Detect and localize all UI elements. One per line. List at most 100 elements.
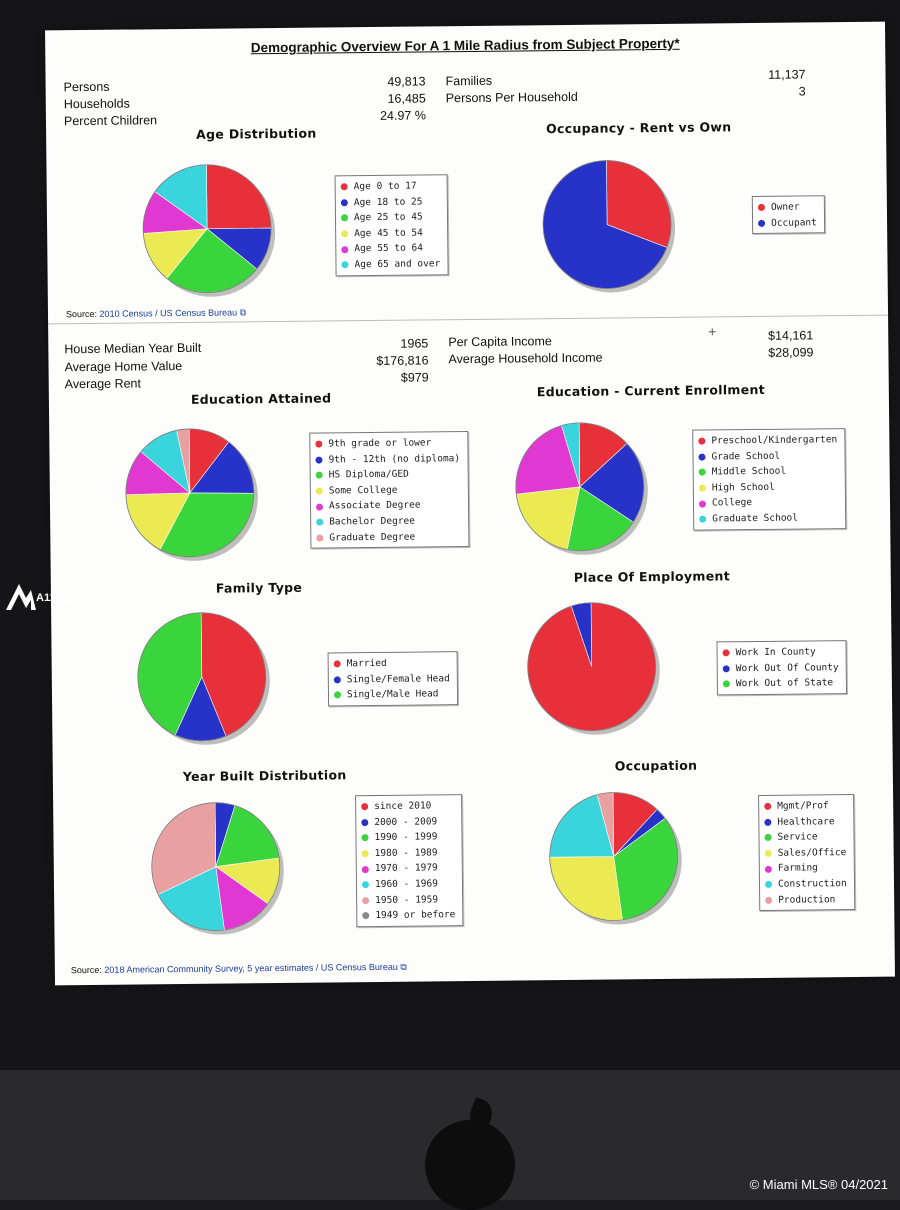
age-distribution-pie — [142, 164, 276, 297]
legend-label: Age 0 to 17 — [353, 180, 417, 193]
legend-label: Production — [778, 893, 836, 906]
legend-label: Middle School — [711, 465, 787, 478]
place-of-employment-legend: Work In County Work Out Of County Work Out… — [716, 640, 847, 696]
legend-label: since 2010 — [374, 800, 432, 813]
legend-item: Grade School — [698, 448, 837, 465]
chart-title: Education - Current Enrollment — [536, 381, 766, 400]
legend-item: Age 55 to 64 — [341, 241, 440, 258]
pie-slice-age-0-to-17 — [206, 164, 272, 230]
stat-value: 3 — [798, 84, 806, 99]
legend-label: Work Out of State — [735, 677, 834, 690]
chart-title: Age Distribution — [196, 125, 317, 142]
legend-item: Farming — [764, 860, 847, 876]
legend-item: 1990 - 1999 — [361, 829, 454, 846]
legend-label: Bachelor Degree — [329, 515, 416, 528]
stat-value: $176,816 — [376, 353, 429, 368]
legend-label: Work Out Of County — [735, 661, 839, 674]
report-screen: Demographic Overview For A 1 Mile Radius… — [45, 21, 895, 986]
legend-label: Single/Female Head — [346, 672, 450, 685]
legend-swatch-icon — [757, 204, 765, 212]
stat-value: 1965 — [400, 336, 429, 351]
legend-swatch-icon — [341, 261, 349, 269]
legend-item: 1960 - 1969 — [361, 876, 455, 893]
source-prefix: Source: — [65, 308, 100, 320]
legend-label: Married — [346, 657, 387, 670]
legend-swatch-icon — [698, 469, 706, 477]
legend-swatch-icon — [315, 472, 323, 480]
legend-item: Graduate School — [699, 510, 838, 527]
legend-label: 1949 or before — [375, 909, 456, 922]
legend-label: 1950 - 1959 — [375, 893, 439, 906]
stat-label: Per Capita Income — [448, 334, 552, 350]
legend-swatch-icon — [315, 487, 323, 495]
legend-swatch-icon — [698, 453, 706, 461]
legend-item: 2000 - 2009 — [361, 814, 454, 831]
legend-label: HS Diploma/GED — [328, 468, 409, 481]
legend-label: Grade School — [711, 450, 781, 463]
stat-value: 49,813 — [387, 74, 426, 89]
stat-value: 11,137 — [768, 67, 806, 82]
legend-swatch-icon — [722, 680, 730, 688]
source-link[interactable]: 2010 Census / US Census Bureau — [99, 307, 238, 319]
legend-label: 1970 - 1979 — [374, 862, 438, 875]
occupation-pie — [549, 792, 682, 925]
legend-swatch-icon — [333, 691, 342, 699]
legend-swatch-icon — [316, 534, 324, 542]
legend-item: Single/Female Head — [333, 671, 450, 688]
pie-outline — [527, 602, 657, 732]
family-type-legend: Married Single/Female Head Single/Male Hea… — [327, 651, 459, 707]
legend-swatch-icon — [315, 503, 324, 511]
stat-label: Average Home Value — [64, 359, 183, 375]
legend-item: Construction — [764, 876, 847, 892]
legend-swatch-icon — [764, 849, 772, 858]
legend-item: since 2010 — [361, 798, 454, 815]
legend-item: Work In County — [722, 644, 838, 661]
source-note: Source: 2018 American Community Survey, … — [71, 962, 407, 977]
education-enrollment-legend: Preschool/Kindergarten Grade School Middle… — [692, 428, 847, 531]
legend-item: Single/Male Head — [333, 686, 450, 703]
legend-swatch-icon — [361, 834, 369, 842]
legend-label: Age 18 to 25 — [353, 196, 423, 208]
external-link-icon[interactable]: ⧉ — [400, 961, 407, 972]
legend-swatch-icon — [361, 881, 370, 889]
source-link[interactable]: 2018 American Community Survey, 5 year e… — [104, 961, 398, 975]
legend-item: Occupant — [758, 215, 817, 231]
legend-swatch-icon — [341, 230, 349, 238]
legend-swatch-icon — [341, 245, 349, 254]
legend-swatch-icon — [764, 803, 772, 811]
legend-item: Sales/Office — [764, 845, 847, 861]
legend-label: Farming — [777, 862, 818, 875]
legend-item: Age 18 to 25 — [340, 194, 440, 211]
legend-swatch-icon — [362, 896, 370, 905]
pie-slice-sales-office — [549, 856, 623, 921]
legend-item: Age 45 to 54 — [341, 225, 440, 242]
legend-item: Married — [333, 655, 450, 672]
legend-item: Work Out of State — [722, 675, 839, 692]
place-of-employment-pie — [527, 602, 660, 735]
education-attained-pie — [125, 428, 258, 561]
legend-swatch-icon — [315, 456, 323, 464]
copyright-watermark: © Miami MLS® 04/2021 — [749, 1177, 888, 1192]
legend-label: Some College — [328, 484, 398, 497]
legend-swatch-icon — [361, 818, 369, 827]
legend-label: Occupant — [771, 216, 817, 229]
stat-value: $979 — [400, 370, 429, 385]
legend-label: Age 55 to 64 — [354, 242, 424, 255]
legend-label: 1990 - 1999 — [374, 831, 438, 844]
legend-label: Associate Degree — [328, 499, 421, 512]
occupancy-legend: Owner Occupant — [751, 195, 825, 235]
legend-swatch-icon — [764, 818, 772, 826]
legend-swatch-icon — [333, 660, 341, 668]
legend-swatch-icon — [315, 440, 323, 448]
legend-label: 2000 - 2009 — [374, 815, 438, 828]
legend-swatch-icon — [340, 214, 349, 222]
legend-label: Healthcare — [777, 815, 835, 828]
stat-label: Average Rent — [64, 376, 142, 392]
stat-value: 16,485 — [387, 91, 426, 106]
stat-value: $28,099 — [768, 345, 814, 360]
legend-item: Preschool/Kindergarten — [698, 432, 837, 449]
external-link-icon[interactable]: ⧉ — [239, 307, 247, 318]
apple-logo-icon — [425, 1120, 515, 1210]
legend-label: Graduate School — [712, 512, 799, 525]
stat-label: Percent Children — [63, 113, 158, 129]
